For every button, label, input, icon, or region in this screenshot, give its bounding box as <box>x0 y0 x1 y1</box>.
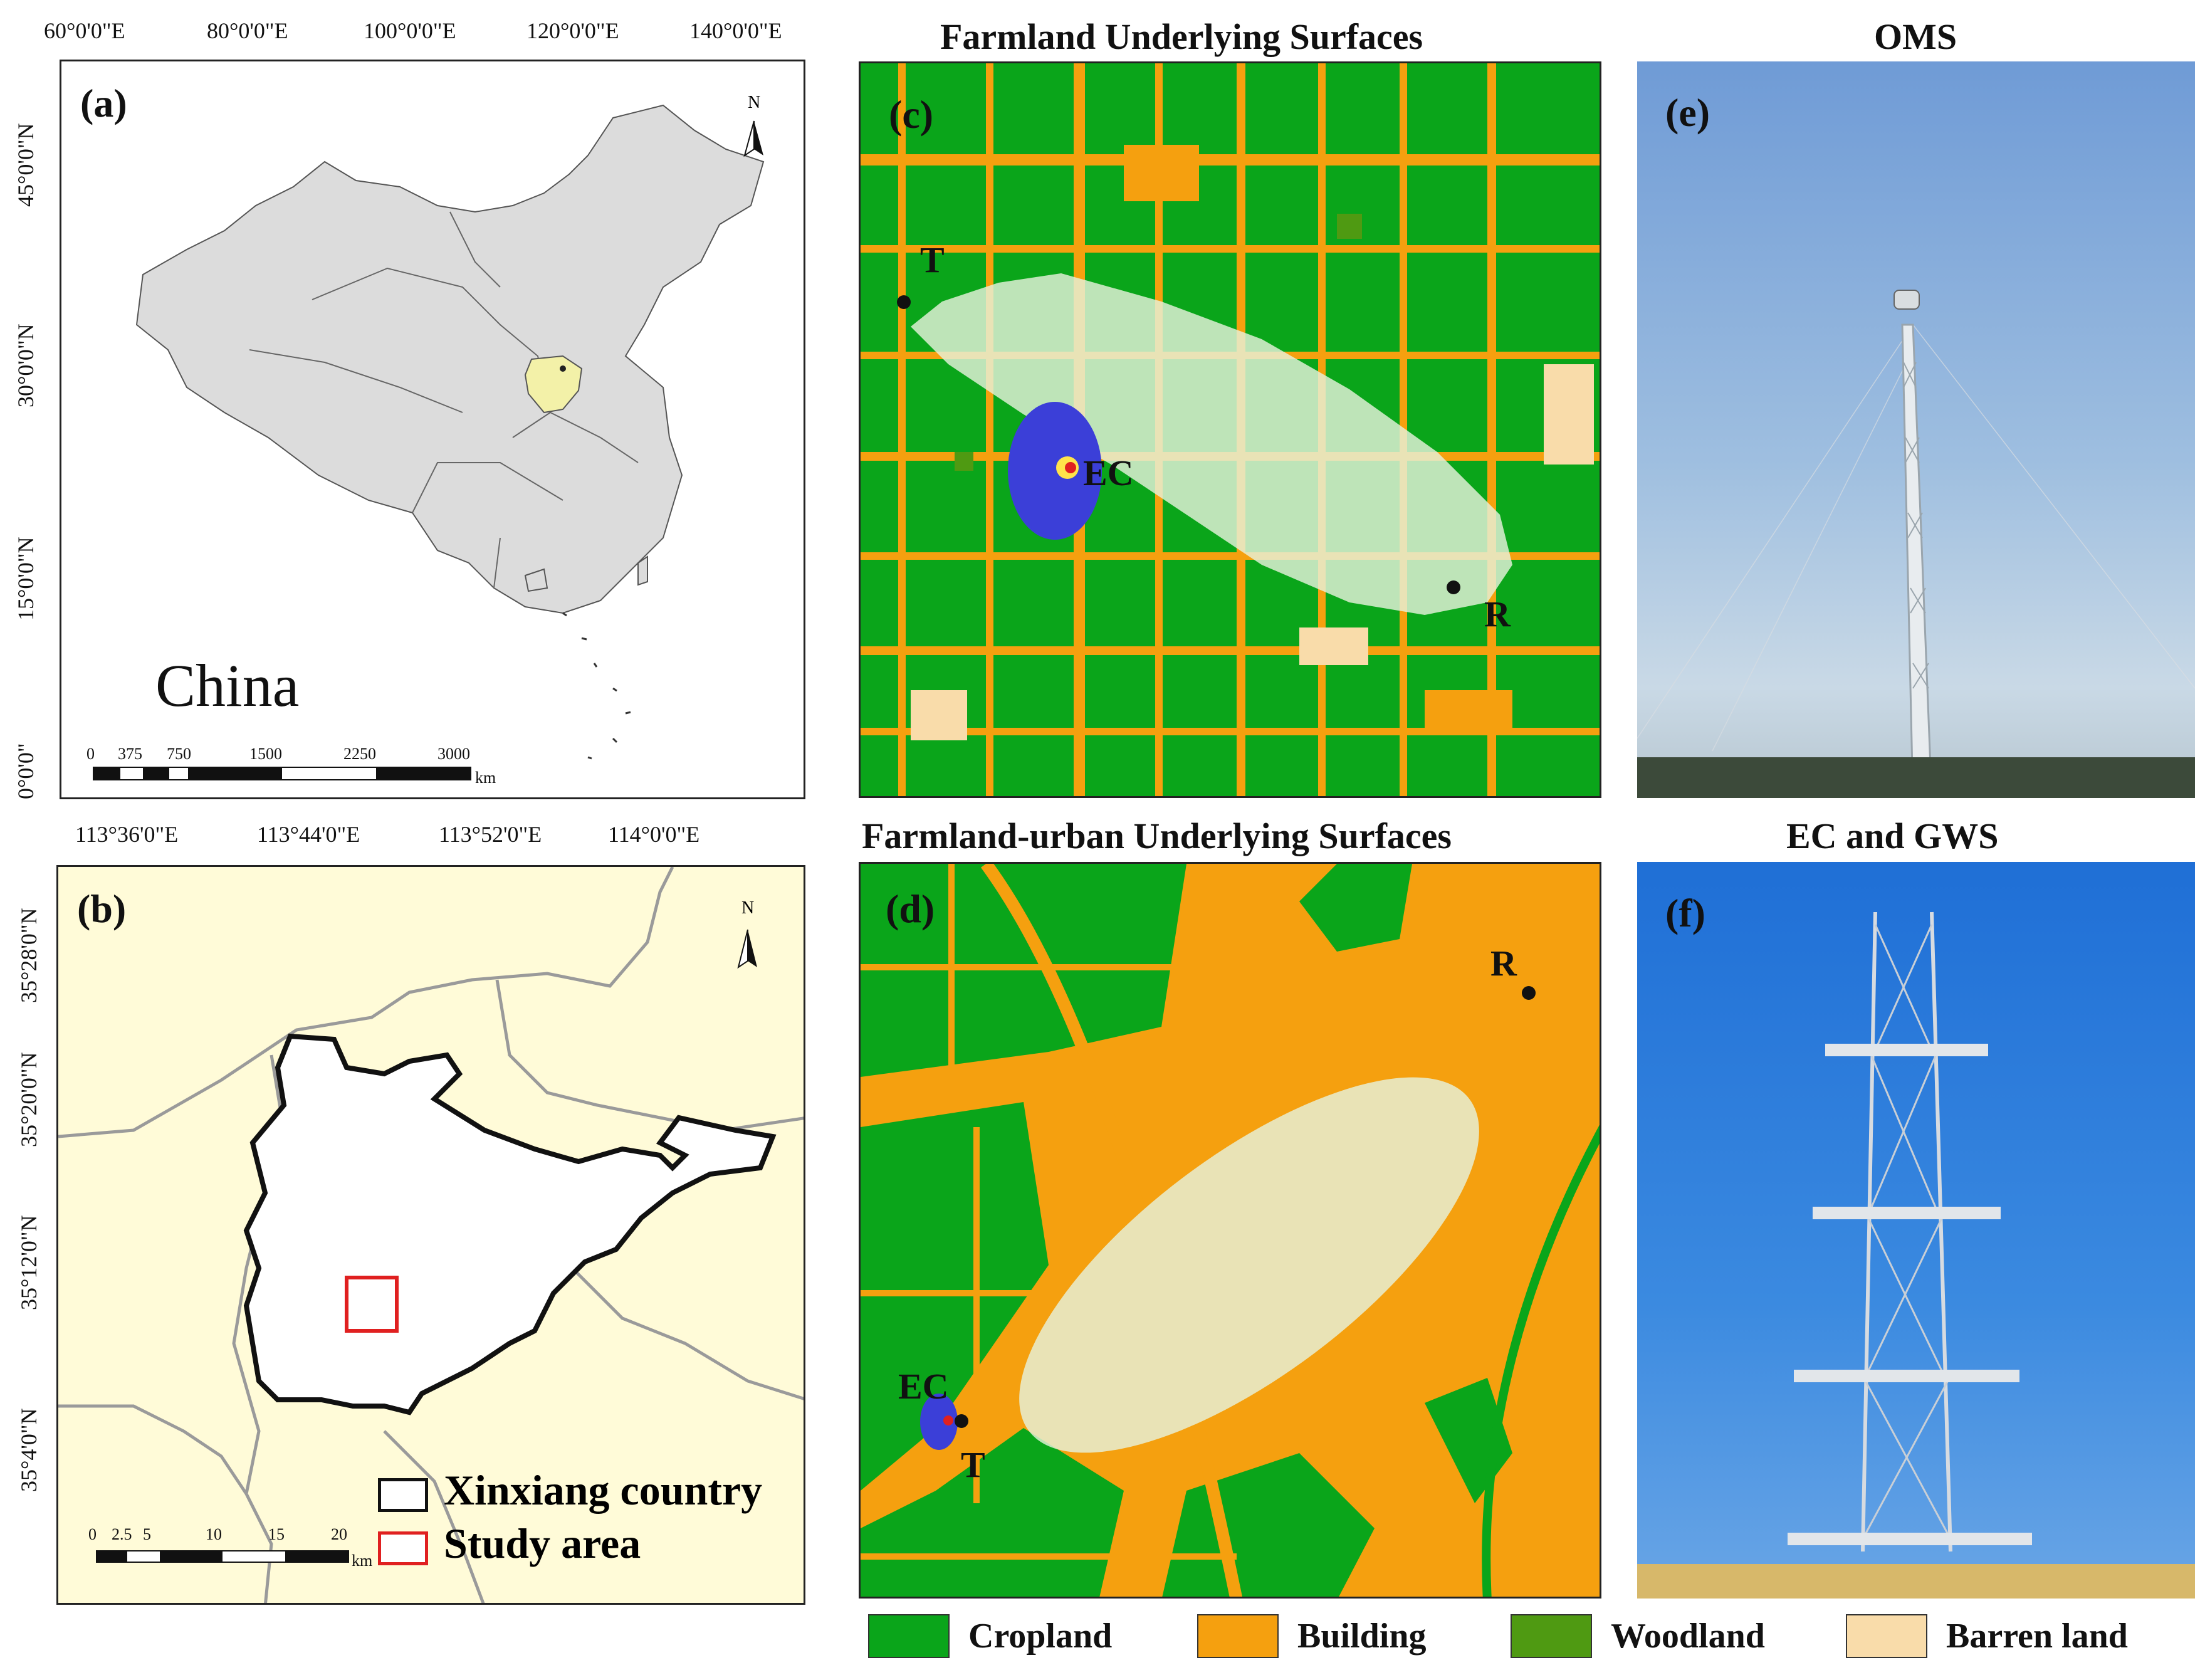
study-area-box <box>345 1276 399 1333</box>
legend-label-barren: Barren land <box>1946 1617 2128 1656</box>
north-label: N <box>748 93 761 112</box>
point-ec-label: EC <box>898 1366 949 1407</box>
ec-dot <box>943 1415 953 1425</box>
legend-label-building: Building <box>1297 1617 1427 1656</box>
lat-tick: 35°20'0"N <box>16 1052 41 1147</box>
ec-gws-tower <box>1637 911 2195 1599</box>
lat-tick: 35°4'0"N <box>16 1408 41 1492</box>
lat-tick: 0°0'0" <box>13 743 38 799</box>
lon-tick: 100°0'0"E <box>364 18 456 43</box>
province-borders <box>249 211 639 589</box>
panel-b-map: (b) N Xinxiang country Study area 0 2.5 … <box>56 865 805 1605</box>
south-sea-islands <box>562 612 631 760</box>
point-r-label: R <box>1490 943 1517 984</box>
lat-tick: 30°0'0"N <box>13 323 38 407</box>
legend-swatch-building <box>1197 1614 1279 1658</box>
panel-c-label: (c) <box>889 92 934 137</box>
lat-tick: 45°0'0"N <box>13 123 38 207</box>
hainan-island <box>524 568 548 592</box>
point-t-marker <box>955 1414 968 1428</box>
panel-a-label: (a) <box>80 81 127 125</box>
lon-tick: 60°0'0"E <box>44 18 125 43</box>
panel-e-title: OMS <box>1874 16 1957 57</box>
xinxiang-outline <box>243 1033 777 1415</box>
point-t-label: T <box>920 239 945 280</box>
point-r-marker <box>1522 986 1536 1000</box>
panel-e-label: (e) <box>1665 90 1710 135</box>
lon-tick: 113°36'0"E <box>75 822 179 847</box>
legend-swatch-county <box>378 1478 428 1512</box>
legend-label-cropland: Cropland <box>968 1617 1113 1656</box>
lon-tick: 140°0'0"E <box>689 18 782 43</box>
location-dot <box>560 365 566 372</box>
china-outline <box>135 104 765 614</box>
point-r-label: R <box>1484 594 1511 634</box>
legend-swatch-cropland <box>868 1614 950 1658</box>
panel-c-title: Farmland Underlying Surfaces <box>940 16 1423 57</box>
legend-swatch-barren <box>1846 1614 1927 1658</box>
taiwan-island <box>637 555 648 586</box>
oms-mast <box>1637 290 2195 798</box>
legend-label-study: Study area <box>444 1520 641 1567</box>
country-name: China <box>155 652 300 719</box>
lon-tick: 114°0'0"E <box>608 822 700 847</box>
panel-f-label: (f) <box>1665 891 1705 935</box>
legend-swatch-woodland <box>1511 1614 1592 1658</box>
point-r-marker <box>1447 580 1460 594</box>
point-t-label: T <box>961 1444 985 1485</box>
legend-label-county: Xinxiang country <box>444 1466 763 1514</box>
panel-a-map: (a) N China 0 375 750 1500 2250 3000 km <box>60 60 805 799</box>
china-map <box>135 104 765 760</box>
lat-tick: 35°12'0"N <box>16 1215 41 1310</box>
panel-c-map: (c) T EC R <box>859 61 1601 798</box>
panel-d-title: Farmland-urban Underlying Surfaces <box>862 816 1452 856</box>
legend-swatch-study <box>378 1531 428 1565</box>
footprint-peak <box>920 1394 958 1450</box>
farmland-urban-raster <box>861 864 1600 1597</box>
photo-oms: (e) <box>1637 61 2195 798</box>
farmland-raster <box>861 63 1600 796</box>
xinxiang-map <box>58 867 804 1603</box>
county-borders <box>58 867 804 1603</box>
point-t-marker <box>897 295 911 309</box>
footprint-urban <box>1019 1077 1479 1453</box>
lon-tick: 113°44'0"E <box>257 822 360 847</box>
photo-ec-gws: (f) <box>1637 862 2195 1599</box>
panel-d-label: (d) <box>886 886 935 931</box>
north-arrow <box>743 120 763 157</box>
footprint-peak <box>1008 402 1102 540</box>
north-label: N <box>741 898 755 918</box>
legend-label-woodland: Woodland <box>1611 1617 1765 1656</box>
panel-b-label: (b) <box>77 886 127 931</box>
lat-tick: 15°0'0"N <box>13 537 38 621</box>
lon-tick: 120°0'0"E <box>526 18 619 43</box>
panel-d-map: (d) R EC T <box>859 862 1601 1599</box>
ec-dot <box>1065 462 1076 473</box>
north-arrow <box>737 929 757 969</box>
lon-tick: 113°52'0"E <box>439 822 542 847</box>
henan-highlight <box>524 355 583 414</box>
panel-f-title: EC and GWS <box>1786 816 1999 856</box>
point-ec-label: EC <box>1083 453 1134 493</box>
lat-tick: 35°28'0"N <box>16 908 41 1003</box>
lon-tick: 80°0'0"E <box>207 18 288 43</box>
footprint-farmland <box>911 273 1512 615</box>
